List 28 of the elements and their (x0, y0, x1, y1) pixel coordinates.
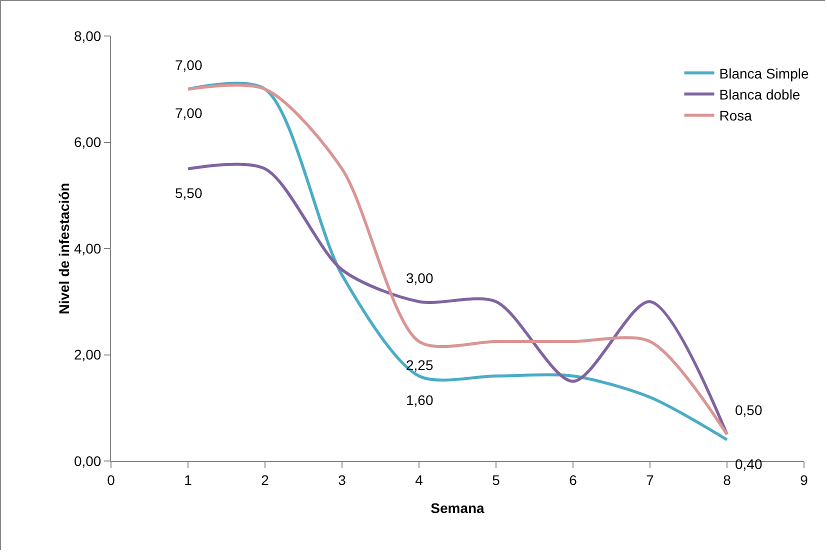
y-tick-label: 2,00 (74, 346, 102, 363)
data-label: 7,00 (175, 105, 202, 121)
data-label: 5,50 (175, 185, 202, 201)
x-tick-label: 8 (723, 472, 732, 488)
x-tick-label: 5 (492, 472, 500, 488)
y-tick-label: 4,00 (74, 240, 102, 256)
x-tick-label: 1 (184, 472, 192, 488)
x-tick-label: 9 (800, 472, 808, 488)
y-tick-label: 6,00 (74, 134, 102, 150)
y-tick-label: 0,00 (74, 452, 102, 469)
legend-label: Blanca Simple (719, 65, 809, 82)
data-label: 3,00 (406, 270, 434, 286)
y-tick-label: 8,00 (74, 28, 102, 44)
x-axis-title: Semana (430, 500, 485, 516)
legend-label: Blanca doble (719, 86, 800, 103)
data-label: 0,40 (735, 456, 762, 472)
x-tick-label: 2 (261, 472, 270, 488)
data-label: 7,00 (175, 57, 202, 73)
x-tick-label: 6 (569, 472, 578, 488)
data-label: 2,25 (406, 357, 434, 373)
data-label: 1,60 (406, 392, 434, 408)
x-tick-label: 4 (415, 472, 424, 488)
x-tick-label: 0 (107, 472, 116, 488)
y-axis-title: Nivel de infestación (56, 182, 72, 314)
legend-label: Rosa (719, 108, 752, 124)
x-tick-label: 3 (338, 472, 346, 488)
x-tick-label: 7 (646, 472, 654, 488)
data-label: 0,50 (735, 402, 762, 418)
